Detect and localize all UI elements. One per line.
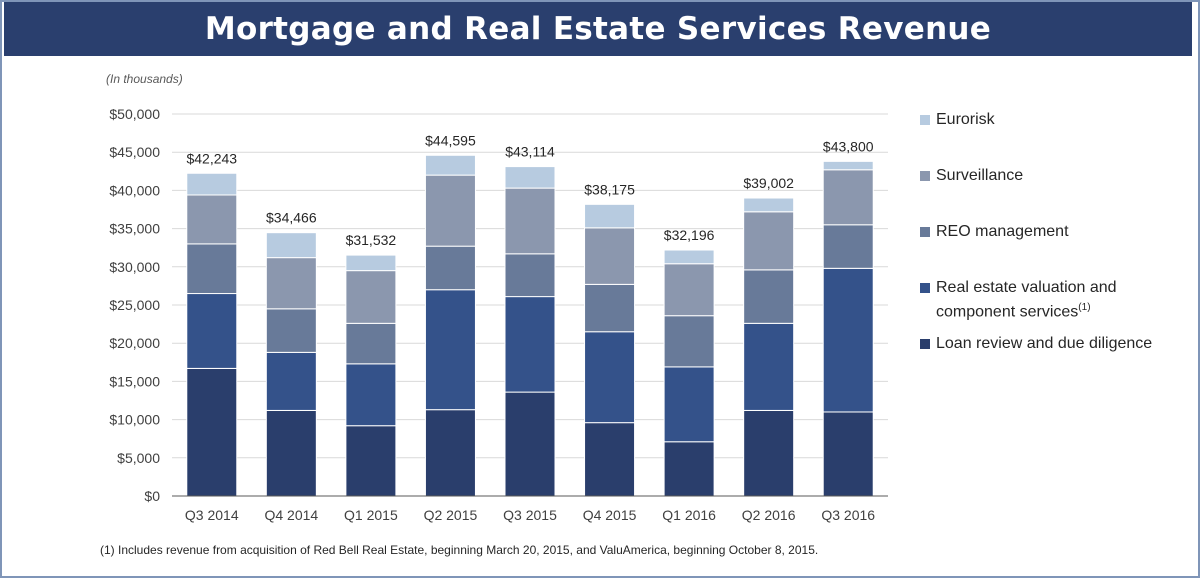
bar-segment <box>822 267 874 413</box>
x-tick-label: Q3 2014 <box>185 507 239 523</box>
x-tick-label: Q3 2016 <box>821 507 875 523</box>
title-bar: Mortgage and Real Estate Services Revenu… <box>4 2 1192 56</box>
y-tick-label: $20,000 <box>109 335 160 351</box>
bar-segment <box>424 154 476 176</box>
legend-item-surveillance: Surveillance <box>920 166 1023 186</box>
legend-swatch-surveillance <box>920 171 930 181</box>
bar-segment <box>345 322 397 365</box>
bar-segment <box>822 169 874 226</box>
units-note: (In thousands) <box>106 72 183 86</box>
legend-label-real-estate-valuation: Real estate valuation and component serv… <box>936 279 1117 321</box>
bar-segment <box>424 174 476 247</box>
legend-item-real-estate-valuation: Real estate valuation and component serv… <box>920 278 1170 322</box>
bar-segment <box>584 227 636 285</box>
bar-segment <box>743 197 795 213</box>
bar-segment <box>345 363 397 427</box>
x-tick-label: Q4 2014 <box>264 507 318 523</box>
bar-segment <box>663 315 715 368</box>
y-tick-label: $5,000 <box>117 450 160 466</box>
bar-segment <box>504 391 556 497</box>
bar-segment <box>584 422 636 497</box>
bar-segment <box>424 409 476 497</box>
y-tick-label: $50,000 <box>109 106 160 122</box>
bar-segment <box>504 166 556 189</box>
bar-segment <box>663 249 715 265</box>
bar-segment <box>663 366 715 443</box>
total-data-label: $43,800 <box>823 138 874 154</box>
chart-title: Mortgage and Real Estate Services Revenu… <box>204 11 992 47</box>
y-tick-label: $15,000 <box>109 373 160 389</box>
legend-swatch-real-estate-valuation <box>920 283 930 293</box>
y-tick-label: $35,000 <box>109 221 160 237</box>
x-tick-label: Q1 2015 <box>344 507 398 523</box>
total-data-label: $39,002 <box>743 175 794 191</box>
footnote: (1) Includes revenue from acquisition of… <box>100 543 819 557</box>
y-tick-label: $45,000 <box>109 144 160 160</box>
bar-segment <box>345 254 397 272</box>
x-tick-label: Q3 2015 <box>503 507 557 523</box>
bar-segment <box>743 269 795 324</box>
bar-segment <box>822 411 874 497</box>
legend-label-loan-review: Loan review and due diligence <box>936 335 1153 352</box>
bar-segment <box>424 245 476 291</box>
bar-segment <box>424 289 476 411</box>
total-data-label: $34,466 <box>266 210 317 226</box>
bar-segment <box>584 283 636 333</box>
legend-item-eurorisk: Eurorisk <box>920 110 995 130</box>
legend-swatch-eurorisk <box>920 115 930 125</box>
legend-swatch-loan-review <box>920 339 930 349</box>
bar-segment <box>186 172 238 196</box>
bar-segment <box>265 351 317 411</box>
legend-swatch-reo-management <box>920 227 930 237</box>
bar-segment <box>743 322 795 411</box>
bar-segment <box>265 409 317 497</box>
x-tick-label: Q4 2015 <box>583 507 637 523</box>
bar-segment <box>584 203 636 229</box>
bar-segment <box>743 211 795 271</box>
legend-item-reo-management: REO management <box>920 222 1069 242</box>
bar-segment <box>504 296 556 393</box>
y-tick-label: $0 <box>144 488 160 504</box>
bar-segment <box>345 425 397 497</box>
x-tick-label: Q1 2016 <box>662 507 716 523</box>
bar-segment <box>504 187 556 255</box>
total-data-label: $42,243 <box>186 150 237 166</box>
legend-item-loan-review: Loan review and due diligence <box>920 334 1152 354</box>
total-data-label: $31,532 <box>346 232 397 248</box>
bar-segment <box>822 224 874 269</box>
bar-segment <box>504 253 556 298</box>
bar-segment <box>186 243 238 295</box>
legend-label-reo-management: REO management <box>936 223 1069 240</box>
total-data-label: $32,196 <box>664 227 715 243</box>
bar-segment <box>663 441 715 497</box>
total-data-label: $38,175 <box>584 181 635 197</box>
bar-segment <box>584 331 636 424</box>
bar-segment <box>265 232 317 259</box>
bar-segment <box>743 409 795 497</box>
bar-segment <box>663 263 715 317</box>
y-tick-label: $30,000 <box>109 259 160 275</box>
y-tick-label: $40,000 <box>109 182 160 198</box>
bar-segment <box>186 194 238 245</box>
bar-segment <box>265 308 317 353</box>
total-data-label: $44,595 <box>425 132 476 148</box>
y-tick-label: $10,000 <box>109 412 160 428</box>
bar-segment <box>186 293 238 369</box>
bar-segment <box>265 257 317 310</box>
total-data-label: $43,114 <box>505 144 555 160</box>
x-tick-label: Q2 2015 <box>424 507 478 523</box>
x-tick-label: Q2 2016 <box>742 507 796 523</box>
bar-segment <box>822 160 874 171</box>
y-tick-label: $25,000 <box>109 297 160 313</box>
legend-label-surveillance: Surveillance <box>936 167 1024 184</box>
legend-label-eurorisk: Eurorisk <box>936 111 995 128</box>
bar-segment <box>345 270 397 324</box>
legend-footnote-marker: (1) <box>1078 302 1091 313</box>
bar-segment <box>186 367 238 497</box>
